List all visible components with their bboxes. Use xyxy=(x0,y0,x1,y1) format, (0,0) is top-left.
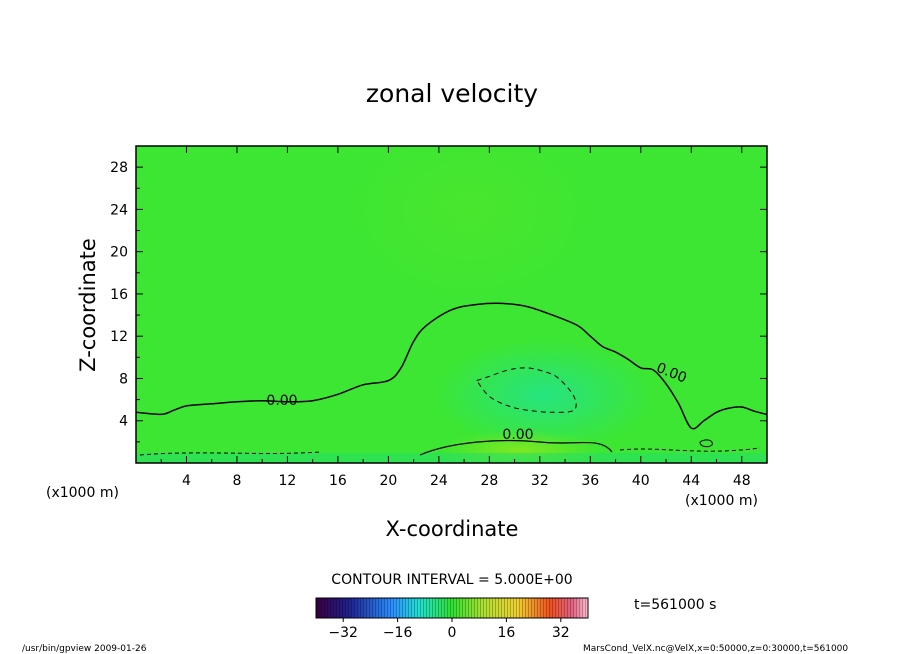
colorbar-tick-label: 32 xyxy=(552,625,570,641)
near-surface-dashed-contour xyxy=(139,447,761,456)
x-axis-label: X-coordinate xyxy=(386,517,519,541)
y-tick-label: 24 xyxy=(110,202,128,218)
y-tick-label: 28 xyxy=(110,160,128,176)
x-tick-label: 48 xyxy=(733,473,751,489)
contour-label: 0.00 xyxy=(502,427,533,443)
x-tick-label: 28 xyxy=(480,473,498,489)
colorbar-tick-label: −32 xyxy=(328,625,358,641)
colorbar-ticks: −32 −16 0 16 32 xyxy=(328,618,570,641)
footer-left: /usr/bin/gpview 2009-01-26 xyxy=(22,644,147,654)
y-axis: 4 8 12 16 20 24 28 xyxy=(110,160,767,443)
x-tick-label: 16 xyxy=(329,473,347,489)
footer-right: MarsCond_VelX.nc@VelX,x=0:50000,z=0:3000… xyxy=(583,644,848,654)
colorbar-tick-label: 16 xyxy=(497,625,515,641)
plot-frame xyxy=(135,145,768,464)
time-label: t=561000 s xyxy=(634,597,716,613)
y-tick-label: 20 xyxy=(110,245,128,261)
small-contour-loop xyxy=(699,439,713,448)
colorbar-tick-label: 0 xyxy=(448,625,457,641)
contour-label: 0.00 xyxy=(266,393,297,409)
x-tick-label: 24 xyxy=(430,473,448,489)
plot-area: 0.00 0.00 0.00 xyxy=(135,145,768,464)
x-tick-label: 36 xyxy=(581,473,599,489)
x-tick-label: 4 xyxy=(182,473,191,489)
negative-contour-line xyxy=(475,367,577,413)
chart-title: zonal velocity xyxy=(366,79,538,108)
x-axis: 4 8 12 16 20 24 28 32 36 40 44 48 xyxy=(160,146,751,489)
contour-interval: CONTOUR INTERVAL = 5.000E+00 xyxy=(331,572,572,588)
y-tick-label: 4 xyxy=(119,414,128,430)
z-unit-label: (x1000 m) xyxy=(46,485,119,501)
x-tick-label: 32 xyxy=(531,473,549,489)
surface-layer xyxy=(136,453,767,463)
y-tick-label: 12 xyxy=(110,329,128,345)
y-tick-label: 16 xyxy=(110,287,128,303)
x-tick-label: 8 xyxy=(232,473,241,489)
x-tick-label: 40 xyxy=(632,473,650,489)
x-tick-label: 12 xyxy=(279,473,297,489)
x-tick-label: 44 xyxy=(682,473,700,489)
negative-velocity-region xyxy=(435,340,655,450)
x-tick-label: 20 xyxy=(379,473,397,489)
y-axis-label: Z-coordinate xyxy=(76,238,100,372)
zero-contour-line xyxy=(136,302,767,430)
upper-field-region xyxy=(350,146,590,300)
colorbar-steps xyxy=(316,598,588,618)
near-surface-contour-line xyxy=(419,439,613,456)
x-unit-label: (x1000 m) xyxy=(685,493,758,509)
y-tick-label: 8 xyxy=(119,371,128,387)
colorbar-tick-label: −16 xyxy=(383,625,413,641)
